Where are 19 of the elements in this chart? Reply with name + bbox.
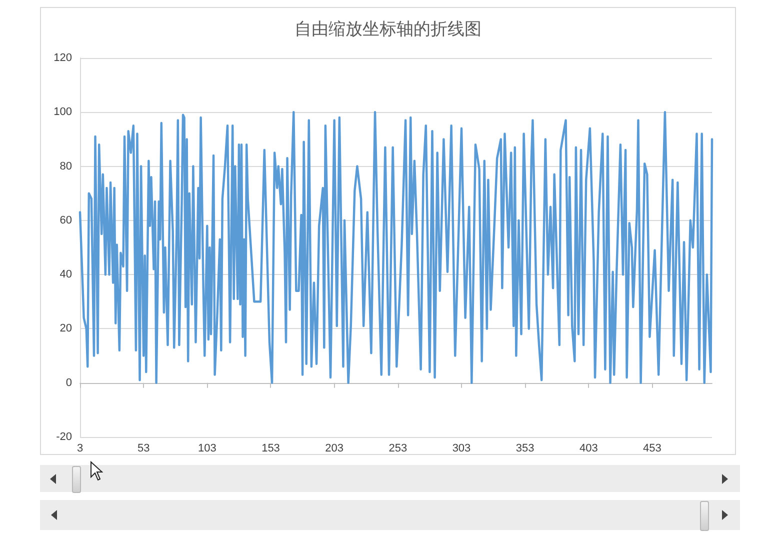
y-tick-label: 20 xyxy=(60,322,72,335)
x-tick-label: 3 xyxy=(76,442,84,454)
x-tick-label: 453 xyxy=(643,442,662,454)
x-tick-label: 303 xyxy=(452,442,471,454)
y-tick-label: 40 xyxy=(60,268,72,281)
y-tick-label: 60 xyxy=(60,214,72,226)
x-tick-label: 203 xyxy=(325,442,344,454)
y-tick-label: -20 xyxy=(56,431,72,443)
x-tick-label: 53 xyxy=(137,442,150,454)
x-tick-label: 403 xyxy=(579,442,598,454)
x-tick-label: 103 xyxy=(198,442,216,454)
y-tick-label: 0 xyxy=(66,376,72,389)
y-tick-label: 80 xyxy=(60,160,72,172)
chart-title: 自由缩放坐标轴的折线图 xyxy=(294,20,482,40)
y-tick-label: 120 xyxy=(54,52,72,64)
y-tick-label: 100 xyxy=(54,106,72,118)
x-tick-label: 253 xyxy=(388,442,408,454)
x-tick-label: 153 xyxy=(262,442,280,454)
x-tick-label: 353 xyxy=(516,442,534,454)
